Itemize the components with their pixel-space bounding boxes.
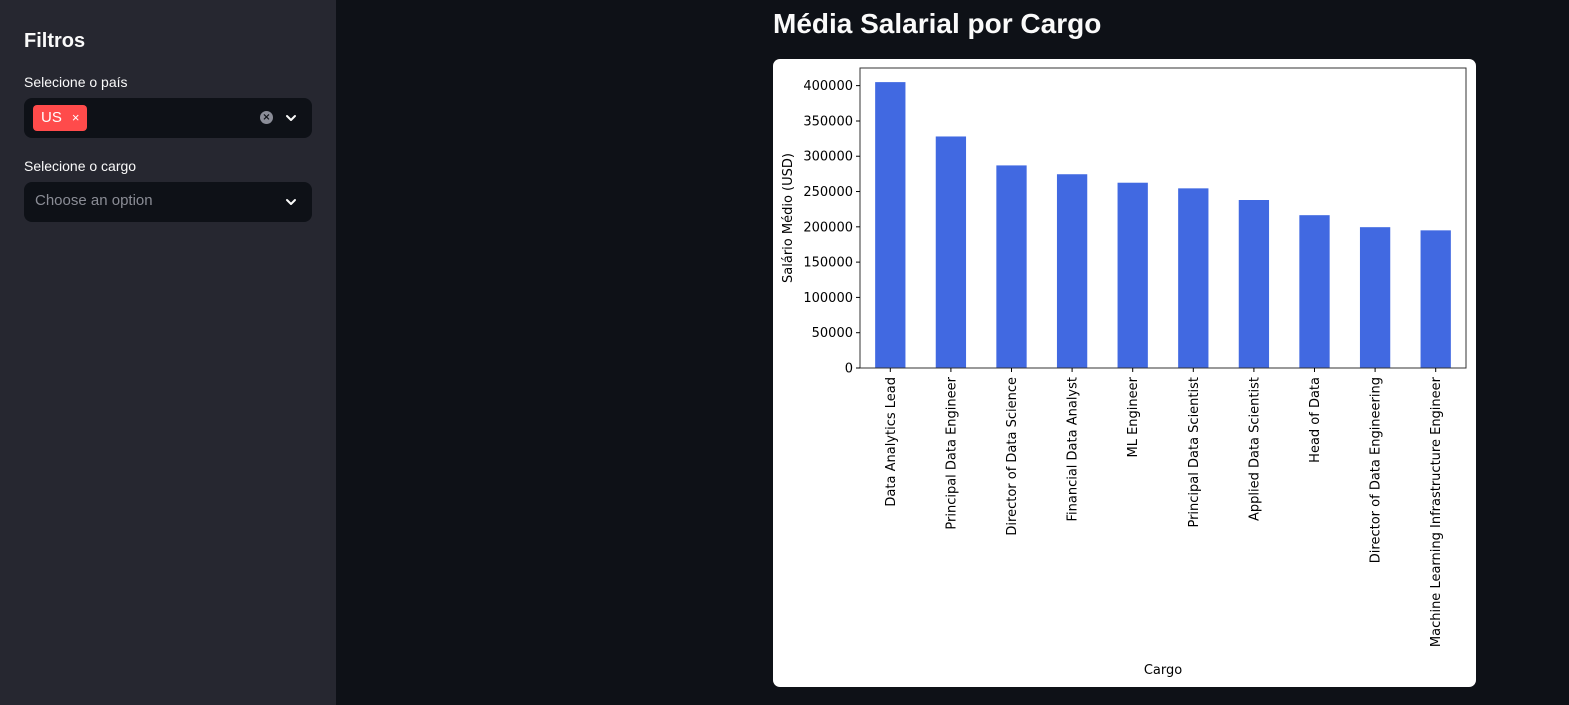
country-tag: US × [33,105,88,131]
y-tick-label-3: 150000 [803,256,853,271]
x-tick-label-5: Principal Data Scientist [1187,377,1202,528]
bar-2 [996,165,1027,368]
x-tick-label-1: Principal Data Engineer [944,376,959,529]
bar-0 [875,82,906,369]
country-label: Selecione o país [24,74,128,90]
y-axis-label: Salário Médio (USD) [781,153,796,283]
role-select[interactable]: Choose an option [24,182,312,222]
y-tick-label-7: 350000 [803,114,853,129]
y-tick-label-2: 100000 [803,291,853,306]
bar-7 [1299,215,1330,368]
x-tick-label-3: Financial Data Analyst [1066,377,1081,522]
chevron-down-icon[interactable] [284,112,298,124]
x-tick-label-8: Director of Data Engineering [1369,377,1384,563]
sidebar: Filtros Selecione o país US × × Selecion… [0,0,336,705]
sidebar-title: Filtros [24,30,86,52]
bar-5 [1178,188,1209,368]
country-tag-label: US [41,109,62,126]
plot-frame [859,67,1467,369]
x-tick-label-7: Head of Data [1308,377,1323,463]
chart-card: 0 50000 100000 150000 200000 250000 300000 3500… [773,59,1476,687]
y-tick-label-4: 200000 [803,220,853,235]
y-tick-label-5: 250000 [803,185,853,200]
x-axis-label: Cargo [1144,663,1182,678]
y-tick-label-8: 400000 [803,79,853,94]
x-tick-label-2: Director of Data Science [1005,377,1020,536]
role-placeholder: Choose an option [35,192,153,209]
chevron-down-icon[interactable] [284,196,298,208]
bar-3 [1056,174,1088,368]
remove-tag-icon[interactable]: × [71,110,80,125]
y-tick-label-1: 50000 [812,326,853,341]
bar-8 [1359,227,1391,368]
clear-icon[interactable]: × [260,111,273,124]
bar-1 [935,136,967,368]
y-tick-label-0: 0 [845,362,853,377]
bar-9 [1420,230,1451,368]
bar-4 [1117,182,1148,368]
x-tick-label-6: Applied Data Scientist [1247,377,1262,521]
role-label: Selecione o cargo [24,158,137,174]
x-tick-label-0: Data Analytics Lead [884,377,899,507]
x-tick-label-9: Machine Learning Infrastructure Engineer [1429,376,1444,647]
salary-bar-chart: 0 50000 100000 150000 200000 250000 300000 3500… [781,67,1467,678]
country-multiselect[interactable]: US × × [24,98,312,138]
y-tick-label-6: 300000 [803,150,853,165]
x-tick-label-4: ML Engineer [1126,376,1141,457]
page-title: Média Salarial por Cargo [773,8,1102,39]
bar-6 [1238,200,1270,368]
